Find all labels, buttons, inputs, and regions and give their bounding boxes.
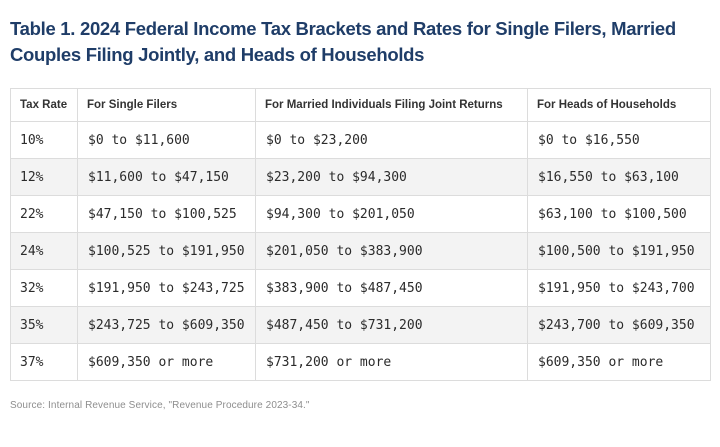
- column-header-3: For Heads of Households: [527, 88, 711, 122]
- tax-rate-cell: 35%: [10, 306, 78, 344]
- table-row: 35% $243,725 to $609,350 $487,450 to $731,…: [10, 306, 711, 344]
- bracket-range-cell: $0 to $11,600: [77, 121, 256, 159]
- bracket-range-cell: $94,300 to $201,050: [255, 195, 528, 233]
- tax-rate-cell: 24%: [10, 232, 78, 270]
- bracket-range-cell: $191,950 to $243,725: [77, 269, 256, 307]
- tax-rate-cell: 37%: [10, 343, 78, 381]
- tax-rate-cell: 22%: [10, 195, 78, 233]
- bracket-range-cell: $23,200 to $94,300: [255, 158, 528, 196]
- bracket-range-cell: $16,550 to $63,100: [527, 158, 711, 196]
- bracket-range-cell: $0 to $23,200: [255, 121, 528, 159]
- tax-brackets-table: Tax Rate For Single Filers For Married Ind…: [10, 88, 711, 381]
- bracket-range-cell: $243,700 to $609,350: [527, 306, 711, 344]
- table-title: Table 1. 2024 Federal Income Tax Bracket…: [10, 18, 676, 65]
- table-row: 12% $11,600 to $47,150 $23,200 to $94,300 $…: [10, 158, 711, 196]
- bracket-range-cell: $63,100 to $100,500: [527, 195, 711, 233]
- source-note: Source: Internal Revenue Service, "Reven…: [10, 400, 310, 411]
- tax-rate-cell: 12%: [10, 158, 78, 196]
- table-row: 32% $191,950 to $243,725 $383,900 to $487,…: [10, 269, 711, 307]
- bracket-range-cell: $191,950 to $243,700: [527, 269, 711, 307]
- bracket-range-cell: $383,900 to $487,450: [255, 269, 528, 307]
- table-row: 24% $100,525 to $191,950 $201,050 to $383,…: [10, 232, 711, 270]
- bracket-range-cell: $243,725 to $609,350: [77, 306, 256, 344]
- table-row: 37% $609,350 or more $731,200 or more $609,…: [10, 343, 711, 381]
- bracket-range-cell: $609,350 or more: [527, 343, 711, 381]
- tax-rate-cell: 32%: [10, 269, 78, 307]
- bracket-range-cell: $609,350 or more: [77, 343, 256, 381]
- bracket-range-cell: $487,450 to $731,200: [255, 306, 528, 344]
- column-header-0: Tax Rate: [10, 88, 78, 122]
- column-header-2: For Married Individuals Filing Joint Ret…: [255, 88, 528, 122]
- bracket-range-cell: $100,525 to $191,950: [77, 232, 256, 270]
- bracket-range-cell: $201,050 to $383,900: [255, 232, 528, 270]
- table-row: 22% $47,150 to $100,525 $94,300 to $201,05…: [10, 195, 711, 233]
- bracket-range-cell: $731,200 or more: [255, 343, 528, 381]
- table-row: 10% $0 to $11,600 $0 to $23,200 $0 to $16,5…: [10, 121, 711, 159]
- bracket-range-cell: $0 to $16,550: [527, 121, 711, 159]
- bracket-range-cell: $47,150 to $100,525: [77, 195, 256, 233]
- bracket-range-cell: $11,600 to $47,150: [77, 158, 256, 196]
- tax-rate-cell: 10%: [10, 121, 78, 159]
- bracket-range-cell: $100,500 to $191,950: [527, 232, 711, 270]
- table-header-row: Tax Rate For Single Filers For Married Ind…: [10, 88, 711, 122]
- column-header-1: For Single Filers: [77, 88, 256, 122]
- figure-container: Table 1. 2024 Federal Income Tax Bracket…: [10, 18, 711, 411]
